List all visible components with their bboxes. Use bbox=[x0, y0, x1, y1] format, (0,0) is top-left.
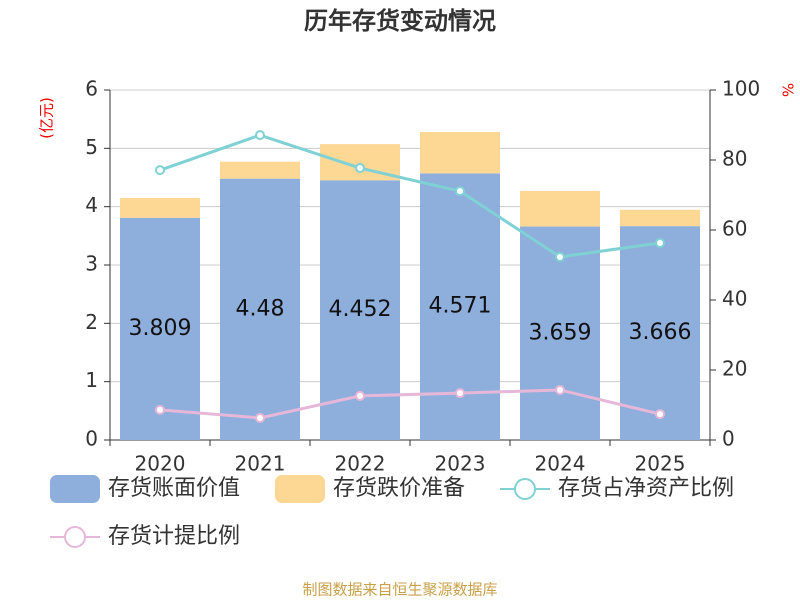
y-tick-label: 1 bbox=[85, 368, 98, 392]
line-point bbox=[655, 409, 665, 420]
y2-tick-label: 20 bbox=[722, 357, 747, 381]
x-tick-label: 2020 bbox=[135, 452, 186, 476]
bar bbox=[620, 226, 700, 440]
bar bbox=[620, 209, 700, 227]
bar bbox=[520, 190, 600, 227]
x-tick-label: 2022 bbox=[335, 452, 386, 476]
bar bbox=[520, 226, 600, 440]
data-label: 3.666 bbox=[629, 320, 692, 345]
data-label: 3.809 bbox=[129, 316, 192, 341]
x-tick-label: 2025 bbox=[635, 452, 686, 476]
y2-tick-label: 80 bbox=[722, 147, 747, 171]
data-label: 4.452 bbox=[329, 297, 392, 322]
bar bbox=[120, 197, 200, 218]
bar bbox=[120, 217, 200, 440]
data-label: 4.48 bbox=[236, 296, 285, 321]
y2-tick-label: 0 bbox=[722, 427, 735, 451]
x-tick-label: 2024 bbox=[535, 452, 586, 476]
line-point bbox=[455, 388, 465, 399]
y-axis-label: (亿元) bbox=[38, 97, 56, 139]
line-series bbox=[159, 388, 661, 420]
data-label: 4.571 bbox=[429, 294, 492, 319]
legend-swatch bbox=[50, 475, 100, 503]
legend-label: 存货跌价准备 bbox=[333, 476, 465, 501]
bar bbox=[220, 161, 300, 179]
legend-label: 存货计提比例 bbox=[108, 524, 240, 549]
line-point bbox=[455, 186, 465, 197]
bar bbox=[220, 178, 300, 440]
line-point bbox=[155, 404, 165, 415]
line-series bbox=[159, 133, 661, 259]
y-tick-label: 5 bbox=[85, 135, 98, 159]
y-tick-label: 3 bbox=[85, 252, 98, 276]
legend-swatch bbox=[64, 526, 86, 548]
line-point bbox=[355, 163, 365, 174]
legend-swatch bbox=[275, 475, 325, 503]
bar bbox=[420, 131, 500, 174]
y-tick-label: 6 bbox=[85, 77, 98, 101]
line-point bbox=[255, 130, 265, 141]
data-label: 3.659 bbox=[529, 320, 592, 345]
line-point bbox=[555, 384, 565, 395]
line-point bbox=[255, 412, 265, 423]
line-point bbox=[355, 390, 365, 401]
y-tick-label: 2 bbox=[85, 310, 98, 334]
chart-title: 历年存货变动情况 bbox=[304, 7, 496, 35]
y-tick-label: 4 bbox=[85, 193, 98, 217]
y2-tick-label: 40 bbox=[722, 287, 747, 311]
line-point bbox=[655, 237, 665, 248]
y2-tick-label: 60 bbox=[722, 217, 747, 241]
legend-label: 存货占净资产比例 bbox=[558, 476, 734, 501]
x-tick-label: 2021 bbox=[235, 452, 286, 476]
legend-swatch bbox=[514, 478, 536, 500]
legend-label: 存货账面价值 bbox=[108, 476, 240, 501]
x-tick-label: 2023 bbox=[435, 452, 486, 476]
line-point bbox=[155, 165, 165, 176]
y2-axis-label: % bbox=[779, 83, 797, 97]
y-tick-label: 0 bbox=[85, 427, 98, 451]
source-note: 制图数据来自恒生聚源数据库 bbox=[302, 581, 497, 599]
y2-tick-label: 100 bbox=[722, 77, 760, 101]
line-point bbox=[555, 251, 565, 262]
